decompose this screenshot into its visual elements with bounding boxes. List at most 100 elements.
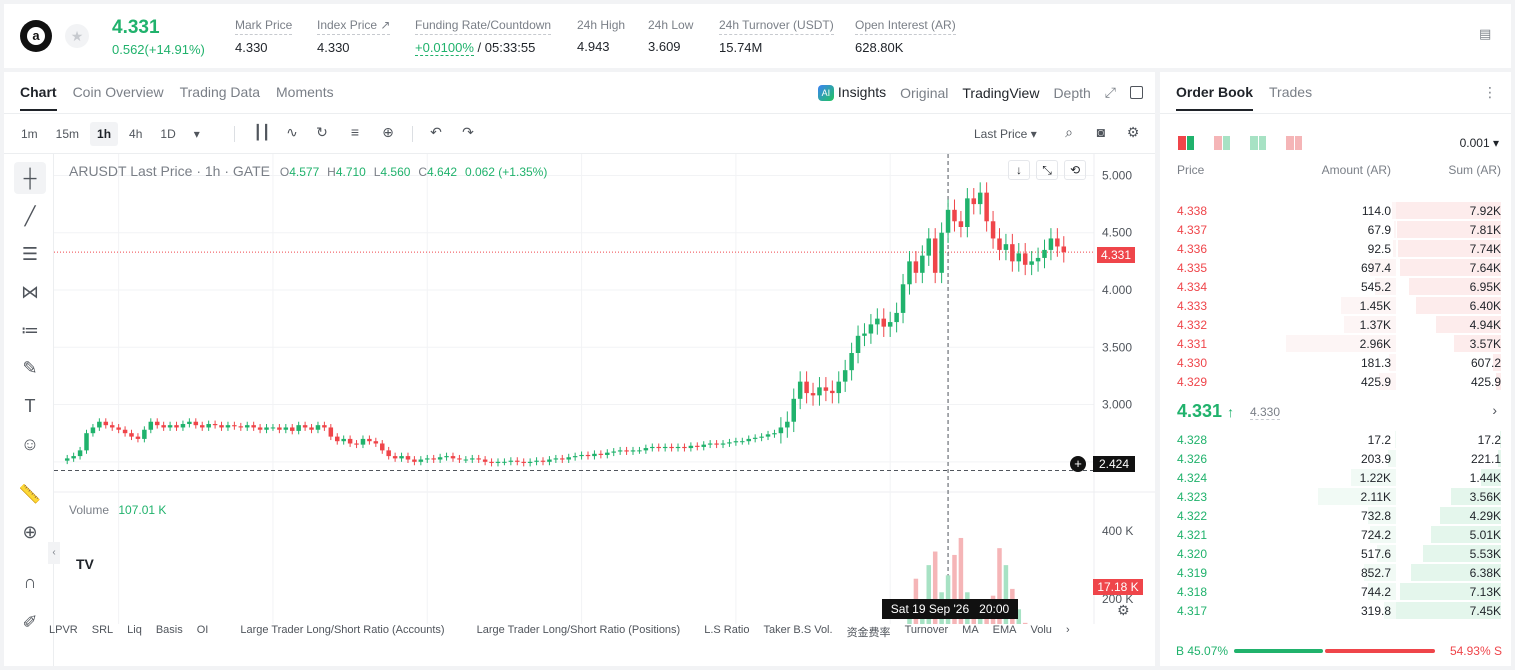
orderbook-row[interactable]: 4.335 697.4 7.64K <box>1160 258 1511 277</box>
view-both-icon[interactable] <box>1178 136 1194 150</box>
ruler-icon[interactable]: 📏 <box>18 484 42 504</box>
view-asks-icon[interactable] <box>1286 136 1302 150</box>
zoom-in-icon[interactable]: ⊕ <box>22 522 38 542</box>
candle-body <box>534 460 539 462</box>
stat-label[interactable]: Mark Price <box>235 18 293 35</box>
emoji-icon[interactable]: ☺ <box>20 434 40 454</box>
add-alert-icon[interactable]: ⊕ <box>382 124 394 140</box>
camera-icon[interactable]: ◙ <box>1096 124 1106 140</box>
orderbook-row[interactable]: 4.317 319.8 7.45K <box>1160 601 1511 620</box>
crosshair-icon[interactable]: ┼ <box>14 162 46 194</box>
tab-trading-data[interactable]: Trading Data <box>179 84 261 100</box>
indicator-large-trader-positions[interactable]: Large Trader Long/Short Ratio (Positions… <box>476 624 681 636</box>
indicator-ls-ratio[interactable]: L.S Ratio <box>704 624 750 636</box>
expand-icon[interactable]: ⤢ <box>1104 84 1116 101</box>
tab-chart[interactable]: Chart <box>20 84 57 111</box>
tab-tradingview[interactable]: TradingView <box>962 84 1040 101</box>
arrow-down-icon[interactable]: ↓ <box>1008 160 1030 180</box>
scroll-right-icon[interactable]: › <box>1065 624 1070 636</box>
indicator-turnover[interactable]: Turnover <box>904 624 949 636</box>
orderbook-row[interactable]: 4.338 114.0 7.92K <box>1160 201 1511 220</box>
timeframe-4h[interactable]: 4h <box>129 127 143 141</box>
template-icon[interactable]: ≡ <box>350 124 360 140</box>
crosshair-add-icon[interactable]: + <box>1070 456 1086 472</box>
orderbook-row[interactable]: 4.322 732.8 4.29K <box>1160 506 1511 525</box>
tab-trades[interactable]: Trades <box>1269 84 1313 100</box>
view-mixed-icon[interactable] <box>1214 136 1230 150</box>
indicator-ma[interactable]: MA <box>962 624 979 636</box>
orderbook-row[interactable]: 4.333 1.45K 6.40K <box>1160 296 1511 315</box>
orderbook-row[interactable]: 4.332 1.37K 4.94K <box>1160 315 1511 334</box>
window-icon[interactable] <box>1130 86 1143 100</box>
settings-gear-icon[interactable]: ⚙ <box>1126 124 1140 140</box>
indicator-volume[interactable]: Volu <box>1030 624 1052 636</box>
indicator-ema[interactable]: EMA <box>992 624 1017 636</box>
collapse-toolbar-icon[interactable]: ‹ <box>48 542 60 564</box>
indicator-funding-rate[interactable]: 资金费率 <box>846 627 891 639</box>
tab-insights[interactable]: AI Insights <box>817 84 886 102</box>
orderbook-row[interactable]: 4.337 67.9 7.81K <box>1160 220 1511 239</box>
orderbook-row[interactable]: 4.326 203.9 221.1 <box>1160 449 1511 468</box>
indicator-oi[interactable]: OI <box>196 624 209 636</box>
chart-settings-icon[interactable]: ⚙ <box>1117 602 1130 618</box>
precision-select[interactable]: 0.001 ▾ <box>1459 136 1499 150</box>
loop-icon[interactable]: ⟲ <box>1064 160 1086 180</box>
collapse-icon[interactable]: ⤡ <box>1036 160 1058 180</box>
orderbook-row[interactable]: 4.323 2.11K 3.56K <box>1160 487 1511 506</box>
indicator-liq[interactable]: Liq <box>127 624 142 636</box>
price-type-select[interactable]: Last Price ▾ <box>974 127 1037 141</box>
undo-icon[interactable]: ↶ <box>430 124 442 140</box>
horizontal-lines-icon[interactable]: ☰ <box>21 244 39 264</box>
indicator-srl[interactable]: SRL <box>91 624 114 636</box>
timeframe-1m[interactable]: 1m <box>21 127 38 141</box>
indicator-large-trader-accounts[interactable]: Large Trader Long/Short Ratio (Accounts) <box>240 624 445 636</box>
tab-moments[interactable]: Moments <box>276 84 334 100</box>
funding-rate-value[interactable]: +0.0100% <box>415 40 474 56</box>
tab-original[interactable]: Original <box>900 84 949 101</box>
indicator-lpvr[interactable]: LPVR <box>49 624 78 636</box>
pencil-lock-icon[interactable]: ✐ <box>22 612 38 632</box>
orderbook-row[interactable]: 4.319 852.7 6.38K <box>1160 563 1511 582</box>
stat-label[interactable]: 24h Turnover (USDT) <box>719 18 834 35</box>
tab-depth[interactable]: Depth <box>1053 84 1091 101</box>
timeframe-15m[interactable]: 15m <box>55 127 80 141</box>
indicator-basis[interactable]: Basis <box>155 624 183 636</box>
fib-icon[interactable]: ≔ <box>21 320 39 340</box>
orderbook-row[interactable]: 4.331 2.96K 3.57K <box>1160 334 1511 353</box>
view-bids-icon[interactable] <box>1250 136 1266 150</box>
indicators-icon[interactable]: ∿ <box>286 124 298 140</box>
tab-order-book[interactable]: Order Book <box>1176 84 1254 111</box>
replay-icon[interactable]: ↻ <box>316 124 328 140</box>
orderbook-row[interactable]: 4.336 92.5 7.74K <box>1160 239 1511 258</box>
timeframe-1d[interactable]: 1D <box>160 127 176 141</box>
search-icon[interactable]: ⌕ <box>1065 124 1073 140</box>
text-tool-icon[interactable]: T <box>24 396 36 416</box>
timeframe-1h[interactable]: 1h <box>90 122 119 146</box>
candle-type-icon[interactable]: ┃┃ <box>253 124 271 140</box>
orderbook-row[interactable]: 4.324 1.22K 1.44K <box>1160 468 1511 487</box>
volume-value: 107.01 K <box>118 503 167 517</box>
orderbook-row[interactable]: 4.321 724.2 5.01K <box>1160 525 1511 544</box>
orderbook-row[interactable]: 4.328 17.2 17.2 <box>1160 430 1511 449</box>
magnet-icon[interactable]: ∩ <box>23 572 37 592</box>
book-icon[interactable]: ▤ <box>1479 26 1492 41</box>
redo-icon[interactable]: ↷ <box>462 124 474 140</box>
brush-icon[interactable]: ✎ <box>22 358 38 378</box>
favorite-star-icon[interactable]: ★ <box>65 24 89 48</box>
chevron-right-icon[interactable]: › <box>1492 402 1497 418</box>
indicator-taker-bs-vol[interactable]: Taker B.S Vol. <box>763 624 833 636</box>
orderbook-row[interactable]: 4.330 181.3 607.2 <box>1160 353 1511 372</box>
stat-label[interactable]: Funding Rate/Countdown <box>415 18 552 35</box>
orderbook-row[interactable]: 4.329 425.9 425.9 <box>1160 372 1511 391</box>
orderbook-row[interactable]: 4.334 545.2 6.95K <box>1160 277 1511 296</box>
stat-label[interactable]: Open Interest (AR) <box>855 18 956 35</box>
timeframe-dropdown-icon[interactable]: ▾ <box>193 127 200 141</box>
pattern-icon[interactable]: ⋈ <box>21 282 39 302</box>
orderbook-row[interactable]: 4.320 517.6 5.53K <box>1160 544 1511 563</box>
trend-line-icon[interactable]: ╱ <box>24 206 36 226</box>
orderbook-row[interactable]: 4.318 744.2 7.13K <box>1160 582 1511 601</box>
more-icon[interactable]: ⋮ <box>1483 84 1497 100</box>
stat-label[interactable]: Index Price ↗ <box>317 18 391 35</box>
tab-coin-overview[interactable]: Coin Overview <box>72 84 164 100</box>
